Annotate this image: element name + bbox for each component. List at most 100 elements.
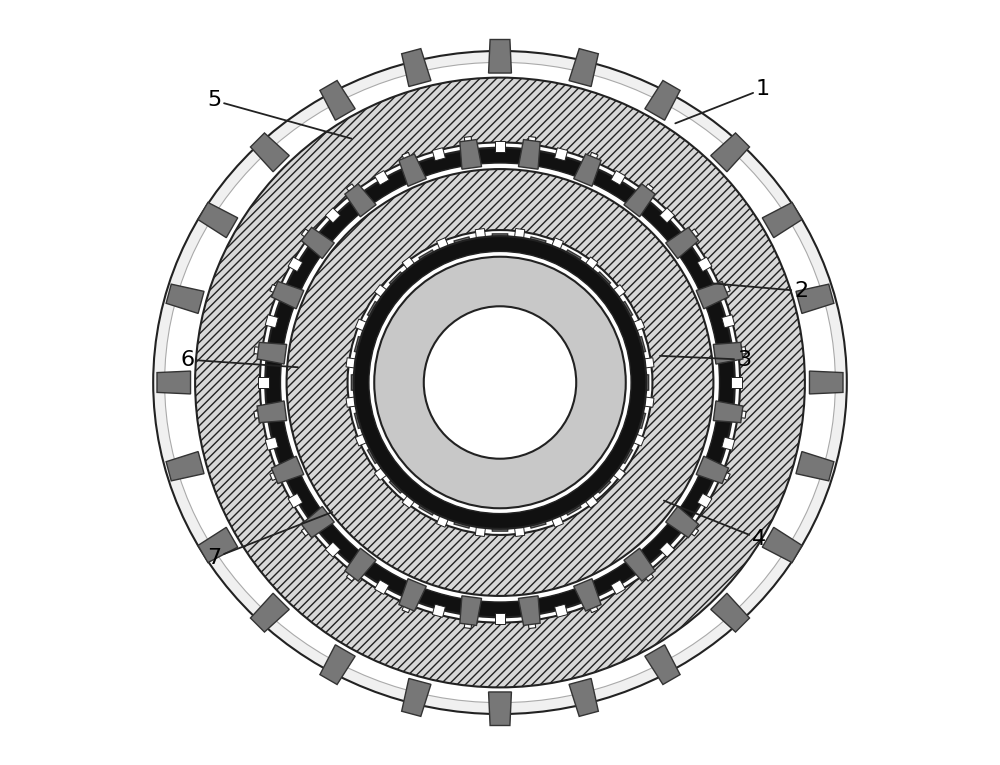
Polygon shape [345,549,376,581]
Text: 7: 7 [207,512,332,568]
Polygon shape [574,154,601,187]
Polygon shape [762,203,802,238]
Polygon shape [574,578,601,611]
Polygon shape [660,208,675,223]
Polygon shape [375,580,389,594]
Polygon shape [355,319,367,331]
Polygon shape [374,467,387,480]
Polygon shape [688,229,699,239]
Polygon shape [514,526,525,536]
Polygon shape [402,152,411,162]
Polygon shape [454,237,477,266]
Polygon shape [589,603,598,613]
Circle shape [374,257,626,508]
Polygon shape [514,229,525,239]
Polygon shape [633,319,645,331]
Polygon shape [645,645,680,685]
Polygon shape [475,229,486,239]
Polygon shape [523,499,546,528]
Polygon shape [270,471,279,480]
Polygon shape [580,272,610,302]
Polygon shape [346,358,356,368]
Polygon shape [355,434,367,446]
Polygon shape [460,139,482,169]
Polygon shape [351,373,377,392]
Polygon shape [731,377,742,388]
Polygon shape [623,373,649,392]
Polygon shape [346,571,357,581]
Polygon shape [254,411,262,418]
Polygon shape [489,40,511,73]
Polygon shape [611,171,625,185]
Polygon shape [374,285,387,298]
Polygon shape [166,284,204,314]
Polygon shape [633,434,645,446]
Polygon shape [301,227,334,259]
Polygon shape [697,493,712,508]
Polygon shape [624,549,655,581]
Polygon shape [390,272,420,302]
Polygon shape [250,133,289,172]
Polygon shape [809,371,843,394]
Polygon shape [354,337,384,360]
Polygon shape [643,571,654,581]
Polygon shape [551,238,563,249]
Polygon shape [589,152,598,162]
Polygon shape [722,437,735,450]
Polygon shape [402,679,431,716]
Circle shape [354,236,646,529]
Polygon shape [645,80,680,120]
Polygon shape [489,692,511,725]
Polygon shape [738,411,746,418]
Polygon shape [270,285,279,294]
Polygon shape [402,49,431,86]
Polygon shape [375,171,389,185]
Polygon shape [346,397,356,407]
Polygon shape [666,227,699,259]
Polygon shape [602,436,633,464]
Polygon shape [518,596,540,626]
Polygon shape [432,148,445,161]
Polygon shape [495,614,505,624]
Polygon shape [454,499,477,528]
Polygon shape [198,203,238,238]
Polygon shape [491,505,509,531]
Polygon shape [258,377,269,388]
Polygon shape [301,229,312,239]
Circle shape [265,148,735,617]
Polygon shape [721,471,730,480]
Polygon shape [713,401,743,422]
Polygon shape [399,154,426,187]
Polygon shape [551,516,563,527]
Polygon shape [643,184,654,194]
Polygon shape [288,257,303,272]
Polygon shape [580,463,610,493]
Polygon shape [644,358,654,368]
Circle shape [369,252,631,513]
Polygon shape [157,371,191,394]
Polygon shape [555,604,568,617]
Text: 5: 5 [207,90,351,138]
Circle shape [348,230,652,535]
Polygon shape [325,542,340,557]
Circle shape [195,77,805,688]
Polygon shape [390,463,420,493]
Polygon shape [523,237,546,266]
Polygon shape [660,542,675,557]
Polygon shape [613,285,626,298]
Polygon shape [711,593,750,632]
Polygon shape [528,620,536,629]
Polygon shape [738,347,746,354]
Polygon shape [257,343,287,364]
Polygon shape [271,282,304,309]
Polygon shape [301,526,312,536]
Polygon shape [254,347,262,354]
Polygon shape [585,495,598,508]
Text: 6: 6 [180,350,298,369]
Polygon shape [762,527,802,562]
Polygon shape [460,596,482,626]
Polygon shape [198,527,238,562]
Polygon shape [437,238,449,249]
Polygon shape [616,405,646,428]
Polygon shape [697,257,712,272]
